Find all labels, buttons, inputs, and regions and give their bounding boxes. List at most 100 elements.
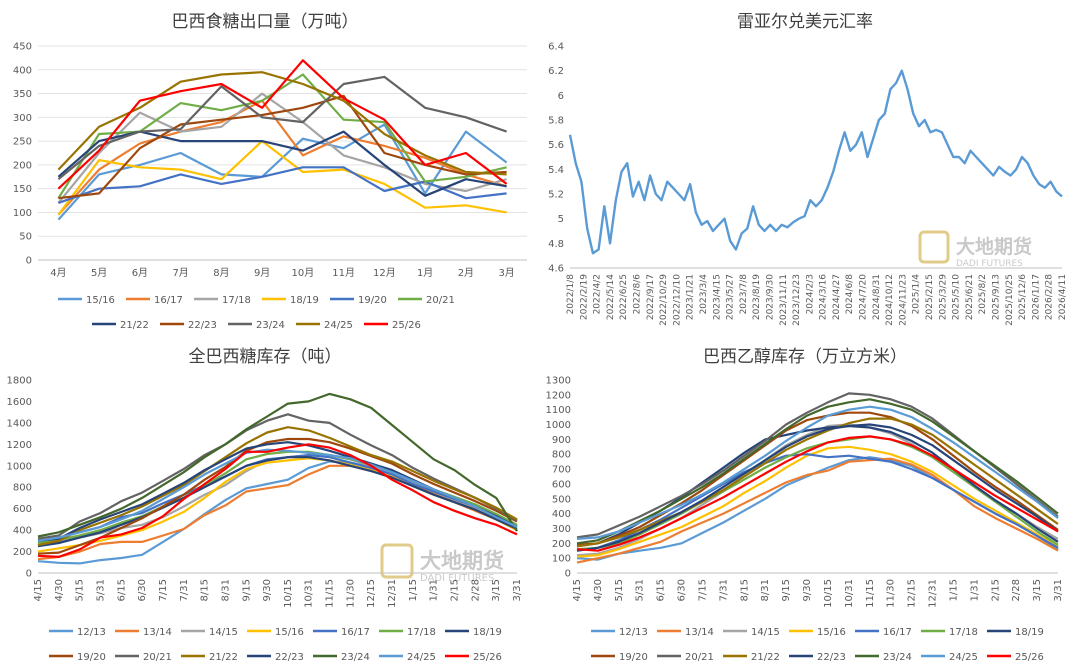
series-line <box>57 75 507 181</box>
series-line <box>37 437 518 555</box>
x-tick-label: 2024/8/31 <box>872 274 882 320</box>
x-tick-label: 8/15 <box>200 579 211 601</box>
x-tick-label: 11/30 <box>345 579 356 608</box>
legend-label: 19/20 <box>619 652 648 663</box>
watermark: 大地期货 DADI FUTURES <box>380 543 504 584</box>
x-tick-label: 1月 <box>417 267 433 279</box>
legend-label: 17/18 <box>407 627 436 638</box>
x-tick-label: 2022/2/19 <box>579 274 589 320</box>
y-tick-label: 1800 <box>7 376 32 387</box>
x-tick-label: 2022/1/8 <box>566 274 576 315</box>
watermark-en: DADI FUTURES <box>420 573 494 584</box>
y-tick-label: 200 <box>552 539 571 550</box>
legend-label: 15/16 <box>86 295 115 306</box>
x-tick-label: 3/31 <box>1053 579 1064 601</box>
x-tick-label: 1/31 <box>969 579 980 601</box>
y-tick-label: 1000 <box>546 420 571 431</box>
x-tick-label: 2022/5/14 <box>606 274 616 320</box>
y-tick-label: 400 <box>13 65 32 76</box>
x-tick-label: 11/15 <box>325 579 336 608</box>
x-tick-label: 9月 <box>254 267 270 279</box>
x-tick-label: 2022/9/17 <box>646 274 656 320</box>
legend-label: 25/26 <box>1015 652 1044 663</box>
legend-label: 16/17 <box>154 295 183 306</box>
legend-label: 21/22 <box>751 652 780 663</box>
x-tick-label: 12/15 <box>366 579 377 608</box>
y-tick-label: 1400 <box>7 418 32 429</box>
series-line <box>37 426 518 547</box>
x-tick-label: 2023/4/15 <box>712 274 722 320</box>
y-tick-label: 800 <box>552 450 571 461</box>
x-tick-label: 2023/1/21 <box>686 274 696 320</box>
series-line <box>576 453 1059 552</box>
x-tick-label: 7/31 <box>179 579 190 601</box>
x-tick-label: 10/31 <box>304 579 315 608</box>
x-tick-label: 2/15 <box>990 579 1001 601</box>
legend-label: 20/21 <box>143 652 172 663</box>
x-tick-label: 5/31 <box>635 579 646 601</box>
x-tick-label: 2024/3/16 <box>819 274 829 320</box>
series-line <box>37 457 518 553</box>
series-line <box>568 69 1063 255</box>
x-tick-label: 2024/11/23 <box>898 274 908 326</box>
sugar-stock-chart: 全巴西糖库存（吨） 大地期货 DADI FUTURES 0 200 400 600 80… <box>7 347 523 663</box>
series-line <box>576 411 1059 546</box>
legend-label: 19/20 <box>77 652 106 663</box>
x-tick-label: 2025/6/21 <box>965 274 975 320</box>
legend-label: 22/23 <box>275 652 304 663</box>
x-tick-label: 2024/4/27 <box>832 274 842 320</box>
x-tick-label: 4/30 <box>593 579 604 601</box>
legend-label: 19/20 <box>358 295 387 306</box>
series-line <box>58 94 507 200</box>
y-tick-label: 5.8 <box>548 116 564 127</box>
x-tick-label: 5月 <box>91 267 107 279</box>
x-tick-label: 2023/7/8 <box>739 274 749 315</box>
x-tick-label: 10/15 <box>823 579 834 608</box>
y-tick-label: 0 <box>26 256 32 267</box>
legend-label: 13/14 <box>143 627 172 638</box>
y-tick-label: 100 <box>552 554 571 565</box>
legend-label: 25/26 <box>473 652 502 663</box>
x-tick-label: 2月 <box>458 267 474 279</box>
watermark-cn: 大地期货 <box>956 235 1032 258</box>
series-line <box>37 456 518 548</box>
watermark-logo-icon <box>380 543 414 579</box>
y-tick-label: 400 <box>13 526 32 537</box>
y-tick-label: 1200 <box>546 390 571 401</box>
y-tick-label: 5 <box>558 214 564 225</box>
y-tick-label: 5.4 <box>548 165 564 176</box>
x-tick-label: 3/15 <box>491 579 502 601</box>
x-tick-label: 2025/12/6 <box>1018 274 1028 320</box>
x-tick-label: 5/15 <box>614 579 625 601</box>
x-tick-label: 12/15 <box>907 579 918 608</box>
x-tick-label: 2026/2/28 <box>1045 274 1055 320</box>
x-tick-label: 2023/9/30 <box>765 274 775 320</box>
y-tick-label: 800 <box>13 483 32 494</box>
x-tick-label: 8/15 <box>739 579 750 601</box>
x-tick-label: 2024/2/3 <box>805 274 815 314</box>
x-tick-label: 2022/6/25 <box>619 274 629 320</box>
x-tick-label: 4/15 <box>33 579 44 601</box>
legend-label: 12/13 <box>619 627 648 638</box>
x-tick-label: 7/15 <box>697 579 708 601</box>
y-tick-label: 5.6 <box>548 140 564 151</box>
x-tick-label: 2024/10/12 <box>885 274 895 326</box>
legend-label: 23/24 <box>256 320 285 331</box>
y-tick-label: 4.8 <box>548 239 564 250</box>
x-tick-label: 1/15 <box>948 579 959 601</box>
chart-title: 巴西食糖出口量（万吨） <box>172 12 359 32</box>
x-tick-label: 3/15 <box>1032 579 1043 601</box>
x-tick-label: 2026/1/17 <box>1031 274 1041 320</box>
x-tick-label: 6/15 <box>656 579 667 601</box>
legend-label: 20/21 <box>426 295 455 306</box>
x-tick-label: 4月 <box>50 267 66 279</box>
x-tick-label: 12月 <box>373 267 396 279</box>
y-tick-label: 1600 <box>7 397 32 408</box>
x-tick-label: 12/31 <box>928 579 939 608</box>
series-line <box>576 398 1059 545</box>
series-line <box>57 99 507 216</box>
y-tick-label: 500 <box>552 494 571 505</box>
x-tick-label: 2022/8/6 <box>632 274 642 315</box>
x-tick-label: 2022/12/10 <box>672 274 682 326</box>
x-tick-label: 2025/8/2 <box>978 274 988 314</box>
